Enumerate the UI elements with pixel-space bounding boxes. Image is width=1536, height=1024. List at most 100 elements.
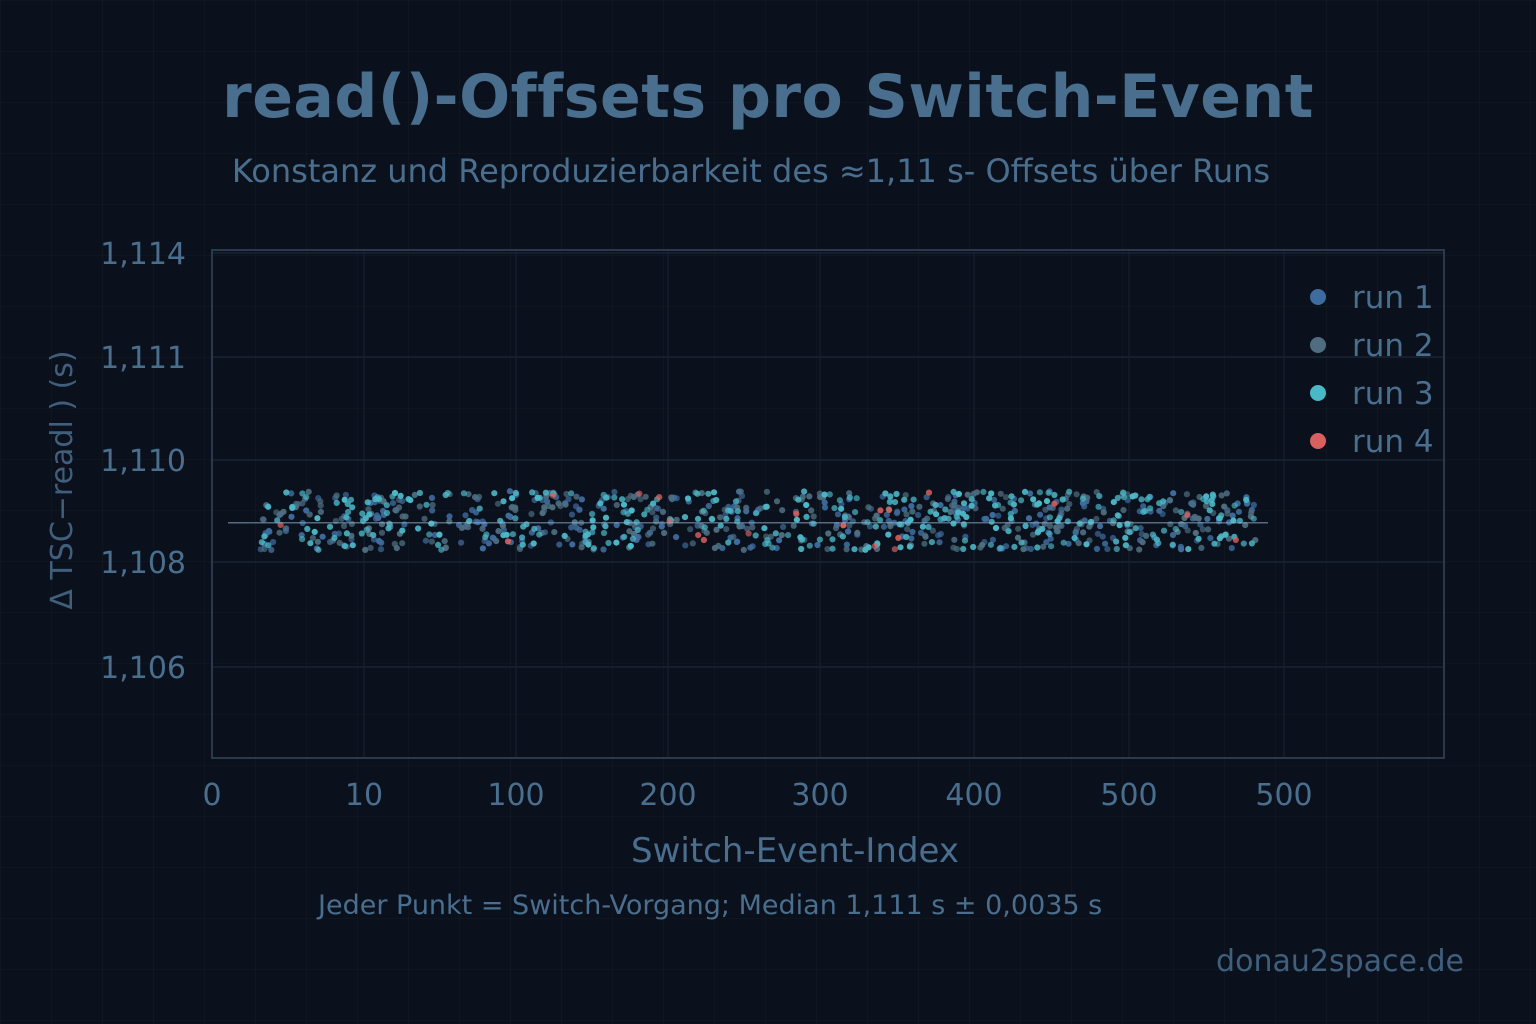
- data-point-run-2: [309, 534, 316, 542]
- data-point-run-3: [862, 546, 869, 553]
- data-point-run-1: [446, 513, 453, 520]
- data-point-run-4: [1232, 536, 1239, 544]
- legend-marker: [1310, 385, 1326, 401]
- data-point-run-2: [999, 505, 1006, 512]
- data-point-run-1: [319, 533, 326, 540]
- data-point-run-2: [637, 496, 644, 503]
- data-point-run-1: [780, 523, 787, 531]
- data-points: [257, 488, 1259, 554]
- data-point-run-3: [725, 539, 732, 546]
- data-point-run-3: [752, 510, 760, 517]
- data-point-run-3: [512, 489, 519, 497]
- data-point-run-3: [769, 544, 776, 551]
- data-point-run-3: [347, 496, 355, 503]
- data-point-run-3: [1129, 493, 1136, 500]
- data-point-run-2: [740, 546, 747, 554]
- data-point-run-3: [960, 545, 967, 553]
- data-point-run-1: [1099, 533, 1106, 540]
- data-point-run-2: [921, 540, 928, 547]
- data-point-run-2: [305, 488, 312, 495]
- data-point-run-2: [902, 492, 909, 499]
- data-point-run-2: [1014, 534, 1022, 541]
- grid-layer: [211, 250, 1444, 758]
- data-point-run-4: [895, 534, 902, 542]
- data-point-run-1: [1250, 501, 1257, 508]
- data-point-run-1: [1207, 535, 1214, 542]
- data-point-run-1: [568, 511, 576, 518]
- x-tick-label: 100: [487, 778, 544, 813]
- data-point-run-2: [749, 524, 756, 531]
- data-point-run-3: [932, 501, 939, 509]
- data-point-run-2: [1058, 509, 1065, 517]
- data-point-run-3: [611, 494, 618, 501]
- data-point-run-3: [992, 524, 1000, 532]
- data-point-run-2: [273, 509, 280, 516]
- data-point-run-3: [561, 532, 568, 540]
- data-point-run-2: [493, 538, 500, 545]
- data-point-run-1: [556, 541, 563, 548]
- data-point-run-2: [411, 491, 418, 498]
- legend-label: run 3: [1352, 376, 1434, 412]
- data-point-run-3: [1160, 498, 1167, 505]
- data-point-run-3: [1250, 515, 1257, 522]
- chart-subtitle: Konstanz und Reproduzierbarkeit des ≈1,1…: [231, 152, 1271, 190]
- data-point-run-3: [980, 488, 987, 495]
- data-point-run-1: [814, 541, 821, 549]
- data-point-run-2: [458, 524, 465, 532]
- data-point-run-2: [557, 503, 564, 510]
- data-point-run-3: [734, 518, 741, 525]
- data-point-run-1: [578, 496, 586, 503]
- data-point-run-3: [955, 490, 963, 498]
- data-point-run-3: [628, 507, 635, 514]
- data-point-run-3: [897, 544, 904, 551]
- data-point-run-1: [658, 520, 666, 527]
- data-point-run-3: [1218, 533, 1225, 540]
- data-point-run-2: [367, 544, 374, 552]
- data-point-run-1: [923, 494, 930, 501]
- data-point-run-2: [476, 493, 483, 500]
- data-point-run-1: [266, 528, 273, 535]
- data-point-run-3: [359, 510, 366, 517]
- data-point-run-3: [491, 490, 498, 497]
- data-point-run-2: [997, 490, 1004, 497]
- data-point-run-1: [428, 494, 436, 501]
- data-point-run-3: [1211, 540, 1218, 547]
- data-point-run-3: [1018, 497, 1025, 504]
- data-point-run-2: [429, 501, 436, 509]
- data-point-run-2: [340, 522, 348, 530]
- data-point-run-3: [1021, 488, 1029, 495]
- data-point-run-3: [363, 526, 370, 533]
- data-point-run-3: [531, 525, 538, 532]
- data-point-run-2: [673, 516, 680, 523]
- data-point-run-2: [613, 501, 620, 509]
- data-point-run-2: [494, 500, 502, 507]
- data-point-run-3: [803, 501, 810, 509]
- data-point-run-3: [1030, 496, 1037, 503]
- data-point-run-1: [1097, 523, 1104, 530]
- data-point-run-3: [762, 503, 769, 511]
- data-point-run-2: [773, 498, 781, 505]
- data-point-run-2: [260, 516, 267, 523]
- data-point-run-3: [734, 508, 742, 515]
- data-point-run-2: [1184, 527, 1191, 534]
- data-point-run-2: [1004, 522, 1011, 529]
- data-point-run-3: [877, 517, 884, 524]
- data-point-run-1: [422, 537, 429, 544]
- data-point-run-2: [1198, 544, 1205, 552]
- data-point-run-1: [458, 539, 465, 546]
- data-point-run-3: [503, 531, 510, 538]
- data-point-run-4: [549, 492, 557, 499]
- y-tick-label: 1,106: [100, 651, 186, 686]
- data-point-run-3: [1146, 493, 1153, 500]
- data-point-run-3: [829, 536, 836, 543]
- data-point-run-1: [288, 490, 295, 497]
- data-point-run-3: [326, 523, 334, 530]
- data-point-run-3: [1121, 494, 1128, 501]
- data-point-run-3: [1007, 515, 1015, 522]
- data-point-run-3: [333, 499, 340, 506]
- data-point-run-3: [933, 511, 940, 518]
- data-point-run-3: [482, 534, 489, 541]
- data-point-run-2: [1224, 510, 1231, 517]
- data-point-run-3: [641, 511, 648, 518]
- data-point-run-1: [1027, 545, 1034, 553]
